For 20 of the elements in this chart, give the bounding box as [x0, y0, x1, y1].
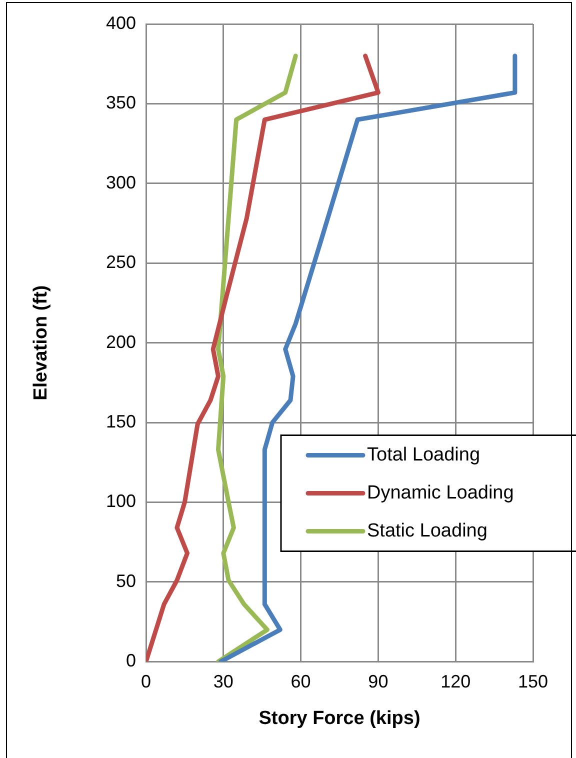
y-tick-label: 200 — [106, 332, 136, 352]
y-tick-label: 100 — [106, 491, 136, 512]
y-tick-label: 300 — [106, 172, 136, 192]
x-tick-label: 0 — [140, 671, 152, 692]
legend-label: Static Loading — [367, 520, 488, 542]
x-tick-label: 90 — [368, 671, 388, 692]
y-tick-label: 50 — [116, 570, 136, 591]
y-tick-label: 400 — [106, 12, 136, 33]
y-axis-title: Elevation (ft) — [30, 285, 52, 400]
legend-label: Total Loading — [367, 444, 480, 466]
x-tick-label: 120 — [440, 671, 471, 692]
x-tick-label: 30 — [213, 671, 234, 692]
x-tick-label: 60 — [290, 671, 311, 692]
y-tick-label: 250 — [106, 252, 136, 272]
y-tick-label: 350 — [106, 92, 136, 113]
y-tick-label: 150 — [106, 411, 136, 432]
legend-label: Dynamic Loading — [367, 482, 514, 504]
x-axis-title: Story Force (kips) — [258, 708, 420, 729]
x-tick-label: 150 — [518, 671, 548, 692]
y-tick-label: 0 — [126, 650, 136, 671]
